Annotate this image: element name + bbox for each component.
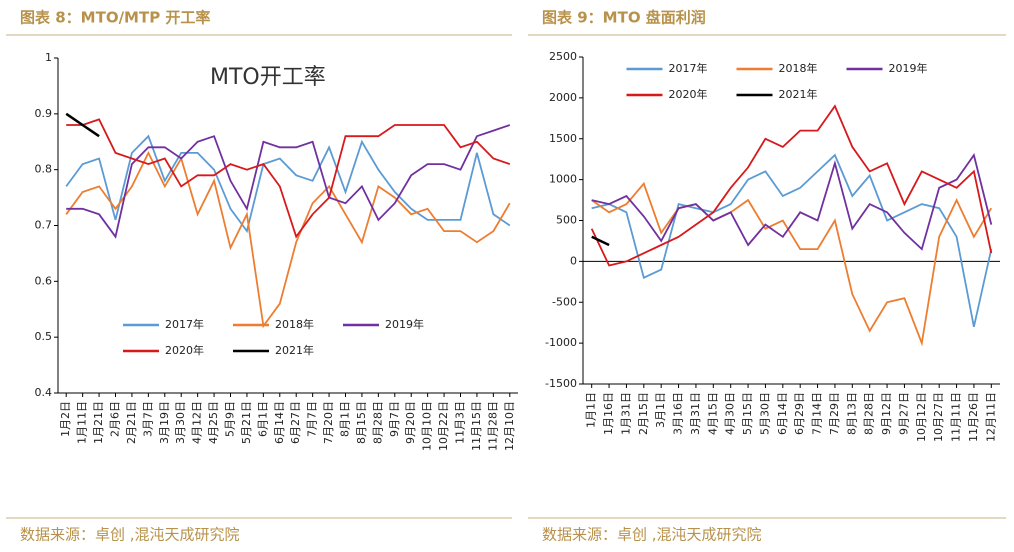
legend-label: 2019年 — [889, 61, 928, 75]
series-line — [591, 235, 610, 247]
x-tick-label: 4月30日 — [724, 392, 737, 435]
series-line — [66, 124, 511, 239]
series-line — [65, 150, 511, 329]
legend-label: 2020年 — [669, 87, 708, 101]
x-tick-label: 4月15日 — [706, 392, 719, 435]
x-tick-label: 10月27日 — [932, 392, 945, 442]
x-tick-label: 6月27日 — [289, 401, 302, 444]
plot-title: MTO开工率 — [210, 65, 326, 90]
x-tick-label: 9月20日 — [404, 401, 417, 444]
y-tick-label: 1500 — [549, 132, 577, 145]
x-tick-label: 11月15日 — [470, 401, 483, 451]
legend-label: 2021年 — [779, 87, 818, 101]
x-tick-label: 6月14日 — [273, 401, 286, 444]
x-tick-label: 5月21日 — [240, 401, 253, 444]
source-note: 数据来源：卓创 ,混沌天成研究院 — [20, 526, 240, 544]
x-tick-label: 11月11日 — [950, 392, 963, 442]
x-tick-label: 1月11日 — [76, 401, 89, 444]
y-tick-label: -1500 — [545, 377, 577, 390]
y-tick-label: -1000 — [545, 336, 577, 349]
series-line — [591, 181, 993, 347]
chart-header: 图表 8：MTO/MTP 开工率 — [20, 9, 210, 27]
series-line — [65, 112, 100, 138]
legend-label: 2018年 — [275, 317, 314, 331]
x-tick-label: 6月1日 — [256, 401, 269, 437]
x-tick-label: 10月10日 — [421, 401, 434, 451]
x-tick-label: 10月22日 — [437, 401, 450, 451]
x-tick-label: 8月28日 — [371, 401, 384, 444]
legend-label: 2021年 — [275, 343, 314, 357]
legend-label: 2018年 — [779, 61, 818, 75]
x-tick-label: 5月9日 — [224, 401, 237, 437]
x-tick-label: 5月15日 — [741, 392, 754, 435]
x-tick-label: 3月7日 — [141, 401, 154, 437]
x-tick-label: 8月1日 — [339, 401, 352, 437]
x-tick-label: 7月7日 — [306, 401, 319, 437]
chart-header: 图表 9：MTO 盘面利润 — [542, 9, 706, 27]
x-tick-label: 2月21日 — [125, 401, 138, 444]
x-tick-label: 8月28日 — [863, 392, 876, 435]
x-tick-label: 4月25日 — [207, 401, 220, 444]
x-tick-label: 9月27日 — [897, 392, 910, 435]
x-tick-label: 3月31日 — [689, 392, 702, 435]
y-tick-label: 0.9 — [35, 107, 53, 120]
x-tick-label: 11月28日 — [486, 401, 499, 451]
x-tick-label: 7月20日 — [322, 401, 335, 444]
x-tick-label: 2月6日 — [109, 401, 122, 437]
legend-label: 2017年 — [669, 61, 708, 75]
x-tick-label: 6月29日 — [793, 392, 806, 435]
x-tick-label: 9月7日 — [388, 401, 401, 437]
x-tick-label: 11月3日 — [454, 401, 467, 444]
legend-label: 2017年 — [165, 317, 204, 331]
x-tick-label: 1月2日 — [59, 401, 72, 437]
y-tick-label: 1000 — [549, 173, 577, 186]
x-tick-label: 1月21日 — [92, 401, 105, 444]
x-tick-label: 1月16日 — [602, 392, 615, 435]
series-line — [590, 104, 993, 267]
x-tick-label: 10月12日 — [915, 392, 928, 442]
y-tick-label: 2000 — [549, 91, 577, 104]
y-tick-label: 0 — [570, 254, 577, 267]
y-tick-label: 2500 — [549, 50, 577, 63]
x-tick-label: 3月1日 — [654, 392, 667, 428]
legend-label: 2020年 — [165, 343, 204, 357]
y-tick-label: 1 — [45, 51, 52, 64]
legend-label: 2019年 — [385, 317, 424, 331]
x-tick-label: 1月1日 — [585, 392, 598, 428]
y-tick-label: 0.7 — [35, 219, 53, 232]
y-tick-label: -500 — [552, 295, 577, 308]
x-tick-label: 12月11日 — [984, 392, 997, 442]
y-tick-label: 0.8 — [35, 163, 53, 176]
y-tick-label: 0.4 — [35, 386, 53, 399]
x-tick-label: 12月10日 — [503, 401, 516, 451]
x-tick-label: 4月12日 — [191, 401, 204, 444]
y-tick-label: 500 — [556, 214, 577, 227]
x-tick-label: 7月14日 — [811, 392, 824, 435]
y-tick-label: 0.5 — [35, 330, 53, 343]
x-tick-label: 8月13日 — [845, 392, 858, 435]
series-line — [591, 153, 993, 327]
x-tick-label: 6月14日 — [776, 392, 789, 435]
x-tick-label: 7月29日 — [828, 392, 841, 435]
x-tick-label: 3月16日 — [672, 392, 685, 435]
x-tick-label: 3月19日 — [158, 401, 171, 444]
x-tick-label: 1月31日 — [619, 392, 632, 435]
x-tick-label: 9月12日 — [880, 392, 893, 435]
x-tick-label: 8月15日 — [355, 401, 368, 444]
y-tick-label: 0.6 — [35, 274, 53, 287]
x-tick-label: 2月15日 — [637, 392, 650, 435]
source-note: 数据来源：卓创 ,混沌天成研究院 — [542, 526, 762, 544]
series-line — [591, 152, 993, 251]
x-tick-label: 3月30日 — [174, 401, 187, 444]
x-tick-label: 11月26日 — [967, 392, 980, 442]
series-line — [66, 118, 511, 239]
x-tick-label: 5月30日 — [758, 392, 771, 435]
